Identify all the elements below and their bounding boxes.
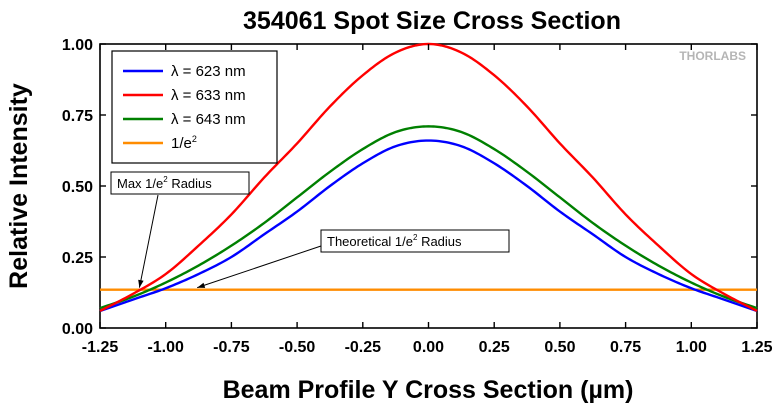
legend-entry-label: λ = 643 nm bbox=[171, 111, 246, 128]
x-tick-label: -1.00 bbox=[147, 339, 184, 356]
x-tick-label: -0.25 bbox=[345, 339, 382, 356]
x-tick-label: 0.75 bbox=[610, 339, 641, 356]
x-tick-label: -0.75 bbox=[213, 339, 250, 356]
thorlabs-logo: THORLABS bbox=[679, 49, 746, 63]
annotation-box bbox=[320, 229, 510, 253]
series-line-0 bbox=[99, 139, 758, 313]
y-tick-label: 0.75 bbox=[62, 108, 93, 125]
y-axis-title: Relative Intensity bbox=[5, 83, 33, 289]
x-tick-label: -1.25 bbox=[82, 339, 119, 356]
annotation-layer: Max 1/e2 Radius Theoretical 1/e2 Radius bbox=[110, 171, 510, 289]
annotation-box bbox=[110, 171, 250, 195]
y-tick-label: 0.50 bbox=[62, 179, 93, 196]
y-tick-label: 0.00 bbox=[62, 321, 93, 338]
x-tick-label: 1.25 bbox=[741, 339, 772, 356]
annotation-arrowhead bbox=[138, 279, 144, 288]
legend: λ = 623 nm λ = 633 nm λ = 643 nm 1/e2 bbox=[111, 50, 278, 164]
series-line-2 bbox=[99, 125, 758, 310]
x-tick-label: -0.50 bbox=[279, 339, 316, 356]
x-tick-label: 0.00 bbox=[413, 339, 444, 356]
annotation-label: Max 1/e2 Radius bbox=[117, 175, 212, 191]
annotation-label: Theoretical 1/e2 Radius bbox=[327, 233, 462, 249]
legend-entry-label: 1/e2 bbox=[171, 134, 197, 152]
legend-box bbox=[111, 50, 278, 164]
legend-entry-label: λ = 633 nm bbox=[171, 87, 246, 104]
x-tick-label: 0.50 bbox=[544, 339, 575, 356]
annotation-arrow-line bbox=[138, 194, 159, 288]
axis-layer: 0.00 0.25 0.50 0.75 1.00 -1.25 -1.00 -0.75 -0.50… bbox=[62, 37, 773, 356]
x-axis-title: Beam Profile Y Cross Section (µm) bbox=[223, 376, 634, 404]
x-tick-label: 0.25 bbox=[479, 339, 510, 356]
annotation-arrowhead bbox=[197, 282, 206, 288]
chart-title: 354061 Spot Size Cross Section bbox=[243, 7, 621, 35]
y-tick-label: 0.25 bbox=[62, 250, 93, 267]
annotation-arrow-line bbox=[197, 245, 322, 289]
legend-entry-label: λ = 623 nm bbox=[171, 63, 246, 80]
y-tick-label: 1.00 bbox=[62, 37, 93, 54]
x-tick-label: 1.00 bbox=[676, 339, 707, 356]
